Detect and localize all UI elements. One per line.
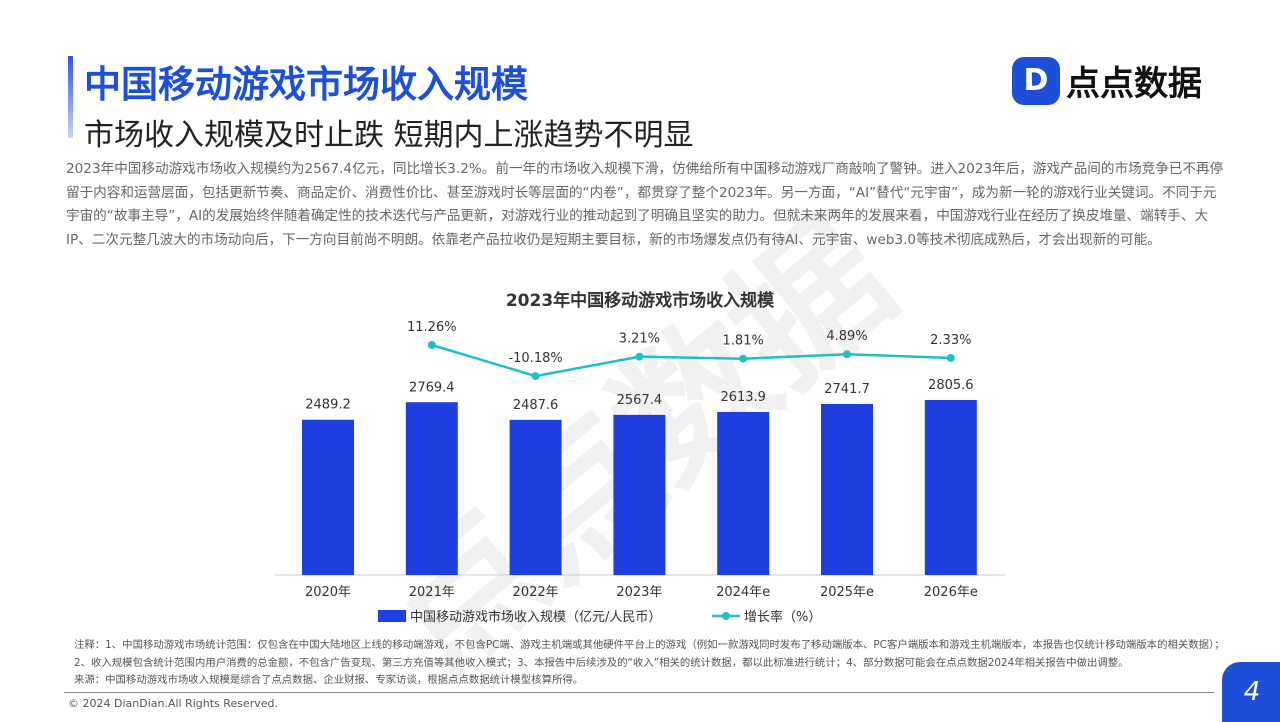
growth-label: 1.81% xyxy=(723,334,764,349)
growth-point xyxy=(843,350,851,359)
x-tick-label: 2021年 xyxy=(409,585,455,600)
bar-label: 2805.6 xyxy=(928,378,974,393)
growth-point xyxy=(427,341,436,349)
bar-label: 2567.4 xyxy=(617,393,663,408)
legend-bar-swatch xyxy=(378,610,406,622)
legend-bar-label: 中国移动游戏市场收入规模（亿元/人民币） xyxy=(410,609,661,625)
page-subtitle: 市场收入规模及时止跌 短期内上涨趋势不明显 xyxy=(84,118,694,153)
bar xyxy=(717,411,770,575)
x-tick-label: 2020年 xyxy=(305,585,351,600)
logo-icon: D xyxy=(1012,56,1060,105)
x-tick-label: 2023年 xyxy=(616,585,662,600)
source-text: 来源：中国移动游戏市场收入规模是综合了点点数据、企业财报、专家访谈，根据点点数据… xyxy=(74,674,584,686)
growth-point xyxy=(946,353,955,362)
notes: 注释：1、中国移动游戏市场统计范围：仅包含在中国大陆地区上线的移动端游戏，不包含… xyxy=(74,637,1234,690)
bar xyxy=(821,403,873,575)
bar xyxy=(405,402,458,575)
title-accent xyxy=(68,56,73,138)
legend-line-label: 增长率（%） xyxy=(744,609,821,625)
growth-label: -10.18% xyxy=(508,351,562,366)
chart-title: 2023年中国移动游戏市场收入规模 xyxy=(505,291,775,311)
x-tick-label: 2022年 xyxy=(513,585,559,600)
bar-label: 2613.9 xyxy=(720,390,766,405)
bar-label: 2769.4 xyxy=(409,380,455,395)
body-paragraph: 2023年中国移动游戏市场收入规模约为2567.4亿元，同比增长3.2%。前一年… xyxy=(66,161,1224,248)
bar-label: 2487.6 xyxy=(513,398,559,413)
growth-label: 3.21% xyxy=(619,332,660,347)
page-title: 中国移动游戏市场收入规模 xyxy=(84,63,528,106)
growth-point xyxy=(531,372,540,381)
bar xyxy=(302,419,354,575)
bar-label: 2489.2 xyxy=(305,398,351,413)
growth-point xyxy=(635,352,644,361)
growth-label: 11.26% xyxy=(407,320,457,335)
footer-divider xyxy=(64,692,1214,693)
growth-line xyxy=(431,343,951,378)
x-tick-label: 2026年e xyxy=(924,585,978,600)
growth-label: 4.89% xyxy=(826,329,867,344)
x-tick-label: 2024年e xyxy=(716,585,770,600)
page-number: 4 xyxy=(1222,662,1280,722)
growth-point xyxy=(739,354,748,363)
bar xyxy=(613,414,666,575)
logo-text: 点点数据 xyxy=(1066,64,1202,104)
logo: D 点点数据 xyxy=(1012,56,1202,105)
x-tick-label: 2025年e xyxy=(820,585,874,600)
copyright: © 2024 DianDian.All Rights Reserved. xyxy=(68,697,278,710)
bar xyxy=(924,400,977,575)
legend-line-marker xyxy=(722,612,730,620)
growth-label: 2.33% xyxy=(930,333,971,348)
bar-label: 2741.7 xyxy=(824,382,870,397)
bar xyxy=(509,419,562,575)
notes-text: 注释：1、中国移动游戏市场统计范围：仅包含在中国大陆地区上线的移动端游戏，不包含… xyxy=(74,639,1225,669)
